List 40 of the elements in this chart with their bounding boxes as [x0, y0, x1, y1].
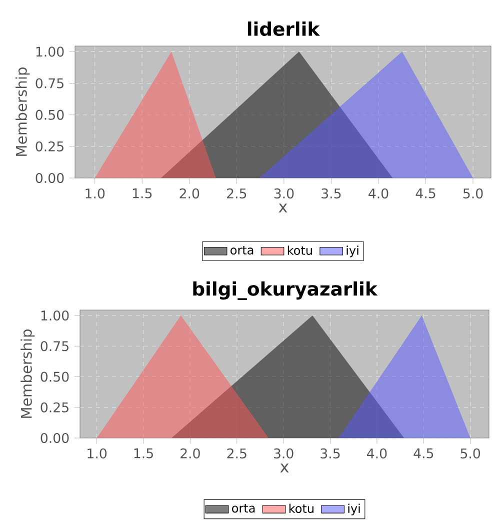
x-tick-label: 1.5: [134, 448, 153, 458]
x-tick-label: 2.5: [227, 448, 246, 458]
legend-label: kotu: [289, 504, 314, 513]
y-tick-label: 1.00: [41, 310, 69, 321]
x-tick-label: 2.0: [180, 188, 200, 198]
x-tick-label: 4.0: [366, 448, 387, 458]
x-axis-title: x: [280, 464, 289, 472]
x-tick-label: 4.5: [416, 188, 436, 198]
legend-label: iyi: [348, 504, 360, 516]
x-tick-label: 3.0: [274, 188, 294, 198]
x-tick-label: 3.5: [320, 448, 340, 458]
legend-label: orta: [230, 246, 254, 255]
y-tick-label: 0.50: [40, 372, 69, 382]
y-axis-title: Membership: [20, 329, 35, 418]
y-tick-label: 0.00: [40, 432, 69, 444]
x-tick-label: 1.5: [132, 188, 152, 198]
x-tick-label: 4.5: [414, 448, 434, 458]
y-tick-label: 0.75: [36, 78, 64, 88]
y-tick-label: 0.25: [36, 141, 64, 152]
y-axis-title: Membership: [16, 67, 30, 156]
x-tick-label: 5.0: [460, 448, 480, 458]
legend-label: orta: [232, 504, 255, 513]
chart-title: liderlik: [248, 22, 320, 36]
legend-label: kotu: [288, 246, 312, 255]
y-tick-label: 0.25: [40, 402, 68, 412]
x-tick-label: 4.0: [368, 188, 388, 198]
y-tick-label: 0.50: [36, 110, 64, 120]
y-tick-label: 0.75: [40, 341, 68, 352]
y-tick-label: 0.00: [36, 172, 64, 184]
legend-label: iyi: [346, 246, 358, 258]
y-tick-label: 1.00: [36, 46, 64, 57]
x-tick-label: 1.0: [86, 188, 105, 198]
chart-title: bilgi_okuryazarlik: [193, 281, 378, 300]
x-tick-label: 1.0: [88, 448, 107, 458]
x-tick-label: 3.0: [274, 448, 294, 458]
x-tick-label: 3.5: [322, 188, 341, 198]
x-tick-label: 2.5: [227, 188, 246, 198]
x-tick-label: 5.0: [463, 188, 483, 198]
x-tick-label: 2.0: [180, 448, 200, 458]
x-axis-title: x: [278, 204, 288, 212]
